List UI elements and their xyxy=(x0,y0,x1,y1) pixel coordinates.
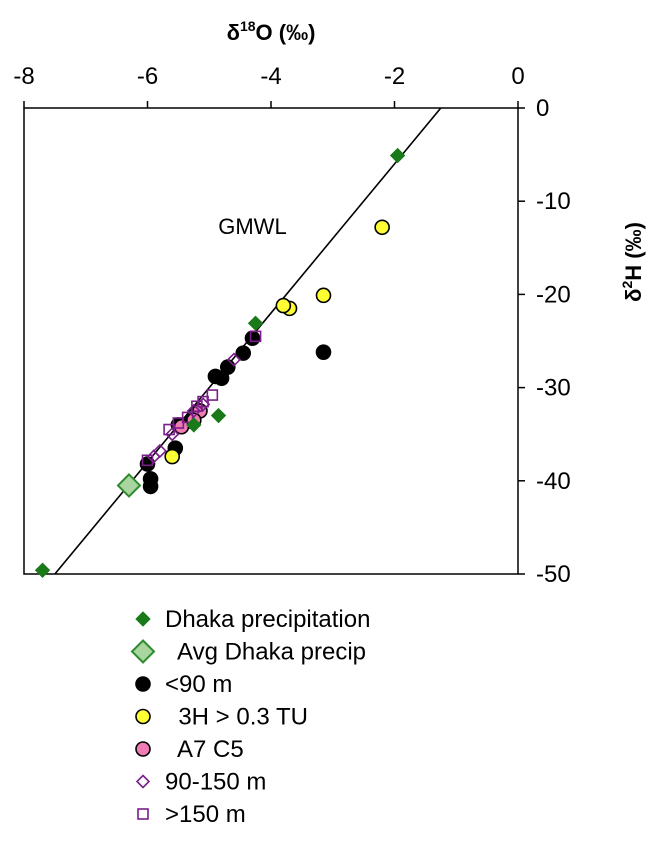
point-150-m xyxy=(249,330,262,343)
legend-marker-a7-c5 xyxy=(135,741,151,757)
legend-marker-90-150-m xyxy=(135,774,151,789)
gmwl-line xyxy=(53,108,442,574)
point-90-150-m xyxy=(195,397,211,412)
x-tick-label: -6 xyxy=(137,63,158,90)
point-150-m xyxy=(191,400,203,413)
gmwl-label: GMWL xyxy=(218,214,286,239)
point-3h-0-3-tu xyxy=(374,219,390,236)
point-150-m xyxy=(163,423,175,436)
point-90-150-m xyxy=(226,352,242,367)
point-dhaka-precipitation xyxy=(389,147,406,164)
data-points xyxy=(34,147,406,578)
point-dhaka-precipitation xyxy=(186,417,202,433)
point-150-m xyxy=(141,454,154,467)
legend-item: A7 C5 xyxy=(135,736,244,763)
legend-label: <90 m xyxy=(165,671,232,698)
point-90-150-m xyxy=(165,427,180,442)
series-avg-dhaka-precip xyxy=(116,473,142,498)
point-90-m xyxy=(244,330,261,347)
legend-marker-150-m xyxy=(137,808,149,820)
y-tick-label: -50 xyxy=(536,561,571,588)
point-90-m xyxy=(315,344,332,360)
point-90-m xyxy=(142,478,159,495)
legend-item: 3H > 0.3 TU xyxy=(135,704,308,731)
point-90-150-m xyxy=(186,403,201,419)
legend-label: 3H > 0.3 TU xyxy=(165,704,308,731)
point-avg-dhaka-precip xyxy=(116,473,142,498)
x-tick-label: -4 xyxy=(260,63,281,90)
x-axis: -8 -6 -4 -2 0 xyxy=(13,63,525,108)
legend-item: Dhaka precipitation xyxy=(135,606,370,633)
x-axis-title: δ18O (‰) xyxy=(227,18,316,45)
point-90-m xyxy=(207,368,224,385)
point-3h-0-3-tu xyxy=(164,448,180,465)
y-axis-title: δ2H (‰) xyxy=(619,222,646,302)
point-dhaka-precipitation xyxy=(247,315,264,331)
y-axis: 0 -10 -20 -30 -40 -50 xyxy=(518,95,571,588)
y-tick-label: -20 xyxy=(536,281,571,308)
x-tick-label: -8 xyxy=(13,63,34,90)
point-150-m xyxy=(172,417,185,429)
legend-marker-90-m xyxy=(135,676,151,692)
legend-item: >150 m xyxy=(137,801,246,828)
y-tick-label: -40 xyxy=(536,468,571,495)
annotations: GMWL xyxy=(218,214,286,239)
legend-label: Dhaka precipitation xyxy=(165,606,370,633)
y-tick-label: -30 xyxy=(536,375,571,402)
legend-marker-dhaka-precipitation xyxy=(135,611,151,627)
y-tick-label: -10 xyxy=(536,188,571,215)
x-tick-label: -2 xyxy=(384,63,405,90)
point-3h-0-3-tu xyxy=(315,287,332,304)
legend-item: <90 m xyxy=(135,671,232,698)
point-dhaka-precipitation xyxy=(34,562,51,578)
point-90-m xyxy=(235,345,252,361)
y-tick-label: 0 xyxy=(536,95,549,122)
legend-item: Avg Dhaka precip xyxy=(130,639,366,666)
legend-label: 90-150 m xyxy=(165,769,266,796)
legend-marker-3h-0-3-tu xyxy=(135,708,151,725)
legend: Dhaka precipitation Avg Dhaka precip <90 … xyxy=(130,606,370,828)
series-dhaka-precipitation xyxy=(34,147,406,578)
legend-label: >150 m xyxy=(165,801,246,828)
reference-lines xyxy=(53,108,442,574)
point-3h-0-3-tu xyxy=(275,297,292,314)
x-tick-label: 0 xyxy=(511,63,524,90)
plot-frame xyxy=(23,107,519,575)
legend-marker-avg-dhaka-precip xyxy=(130,639,156,664)
legend-label: A7 C5 xyxy=(165,736,244,763)
series-3h-0-3-tu xyxy=(164,219,390,465)
point-150-m xyxy=(206,389,219,401)
legend-item: 90-150 m xyxy=(135,769,266,796)
series-150-m xyxy=(141,330,262,467)
point-dhaka-precipitation xyxy=(210,407,227,424)
legend-label: Avg Dhaka precip xyxy=(165,639,366,666)
